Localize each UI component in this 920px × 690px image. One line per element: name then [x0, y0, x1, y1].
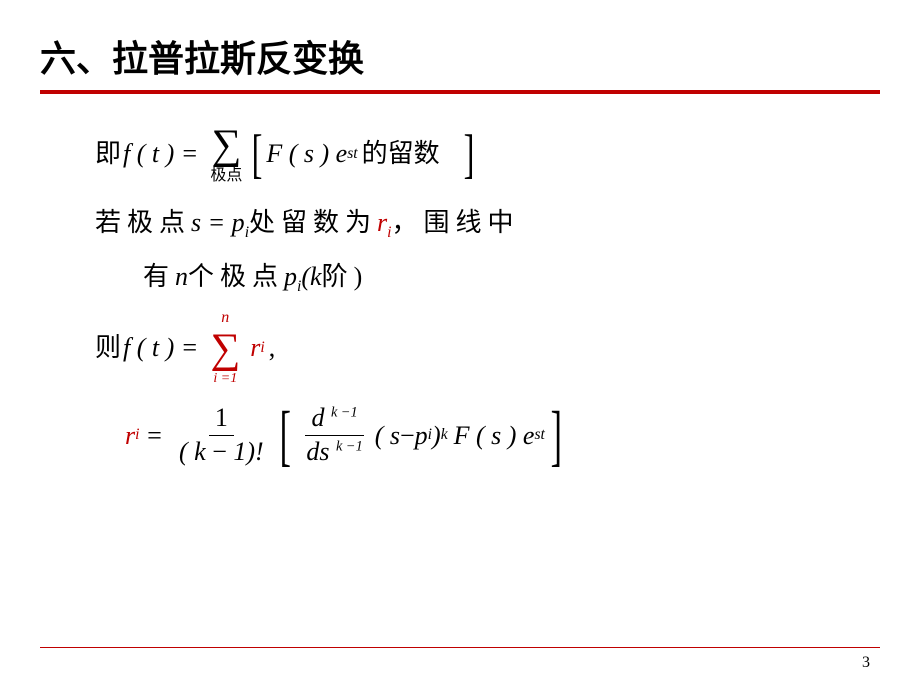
- c1b: s = p: [191, 208, 245, 237]
- sigma-icon: ∑: [210, 328, 240, 370]
- eq3-tailexp: st: [534, 423, 544, 448]
- right-bracket-icon: ]: [463, 130, 474, 179]
- eq3-f2ne: k −1: [331, 405, 358, 421]
- eq3-f2de: k −1: [336, 438, 363, 454]
- eq3-f1d: ( k − 1)!: [173, 436, 270, 467]
- c2c: 个极点: [188, 262, 284, 291]
- equation-1: 即 f ( t ) = ∑ 极点 [ F ( s ) e st 的留数 ]: [95, 124, 880, 184]
- eq3-f1db: 1)!: [233, 437, 263, 466]
- left-bracket-icon: [: [252, 130, 263, 179]
- eq3-lhs: r: [125, 415, 135, 457]
- page-number: 3: [862, 654, 870, 672]
- eq2-r: r: [250, 327, 260, 369]
- eq1-sum-under: 极点: [210, 168, 242, 184]
- eq3-mida: ( s: [375, 415, 400, 457]
- slide-title: 六、拉普拉斯反变换: [40, 30, 880, 82]
- eq3-f2da: ds: [306, 437, 329, 466]
- eq3-f2na: d: [311, 403, 324, 432]
- condition-line-2: 有n个极点pi(k阶): [95, 256, 880, 300]
- c2e: (k: [301, 262, 321, 291]
- eq3-midb: p: [415, 415, 428, 457]
- minus-icon: −: [212, 437, 233, 466]
- minus-icon: −: [400, 415, 415, 457]
- equation-2: 则 f ( t ) = n ∑ i =1 r i ,: [95, 310, 880, 386]
- slide: 六、拉普拉斯反变换 即 f ( t ) = ∑ 极点 [ F ( s ) e s…: [0, 0, 920, 690]
- c1a: 若极点: [95, 208, 191, 237]
- eq2-prefix: 则: [95, 327, 121, 369]
- c2f: 阶): [322, 262, 369, 291]
- c1d: r: [377, 208, 387, 237]
- eq3-f1da: ( k: [179, 437, 206, 466]
- content-area: 即 f ( t ) = ∑ 极点 [ F ( s ) e st 的留数 ] 若极…: [40, 124, 880, 466]
- eq1-ft: f ( t ) =: [123, 133, 198, 175]
- eq3-f2n: d k −1: [305, 404, 363, 436]
- eq1-sum: ∑ 极点: [210, 124, 242, 184]
- eq2-sum: n ∑ i =1: [210, 310, 240, 386]
- c2d: p: [284, 262, 297, 291]
- eq3-midc: ): [432, 415, 441, 457]
- eq2-ft: f ( t ) =: [123, 327, 198, 369]
- c2b: n: [175, 262, 188, 291]
- right-bracket-icon: ]: [551, 405, 562, 466]
- eq3-eq: =: [145, 415, 163, 457]
- eq2-sum-bot: i =1: [213, 372, 237, 386]
- eq3-tail: F ( s ) e: [454, 415, 535, 457]
- eq1-F: F ( s ) e: [266, 133, 347, 175]
- sigma-icon: ∑: [211, 124, 241, 166]
- eq2-rs: i: [260, 336, 264, 361]
- eq1-cn: 的留数: [362, 133, 440, 175]
- c1e: ，围线中: [392, 208, 520, 237]
- condition-line-1: 若极点s = pi处留数为ri，围线中: [95, 202, 880, 246]
- eq1-prefix: 即: [95, 133, 121, 175]
- eq3-midexp: k: [441, 423, 448, 448]
- title-underline: [40, 90, 880, 94]
- eq3-lhs-sub: i: [135, 423, 139, 448]
- equation-3: r i = 1 ( k − 1)! [ d k −1 ds k −1: [125, 404, 880, 466]
- eq2-sum-top: n: [221, 310, 229, 326]
- eq3-frac2: d k −1 ds k −1: [300, 404, 368, 466]
- c1c: 处留数为: [249, 208, 377, 237]
- eq2-comma: ,: [269, 327, 276, 369]
- c2a: 有: [143, 262, 175, 291]
- footer-rule: [40, 647, 880, 648]
- eq3-f2d: ds k −1: [300, 436, 368, 467]
- eq3-f1n: 1: [209, 404, 234, 436]
- eq1-exp: st: [347, 142, 357, 167]
- left-bracket-icon: [: [279, 405, 290, 466]
- eq3-frac1: 1 ( k − 1)!: [173, 404, 270, 466]
